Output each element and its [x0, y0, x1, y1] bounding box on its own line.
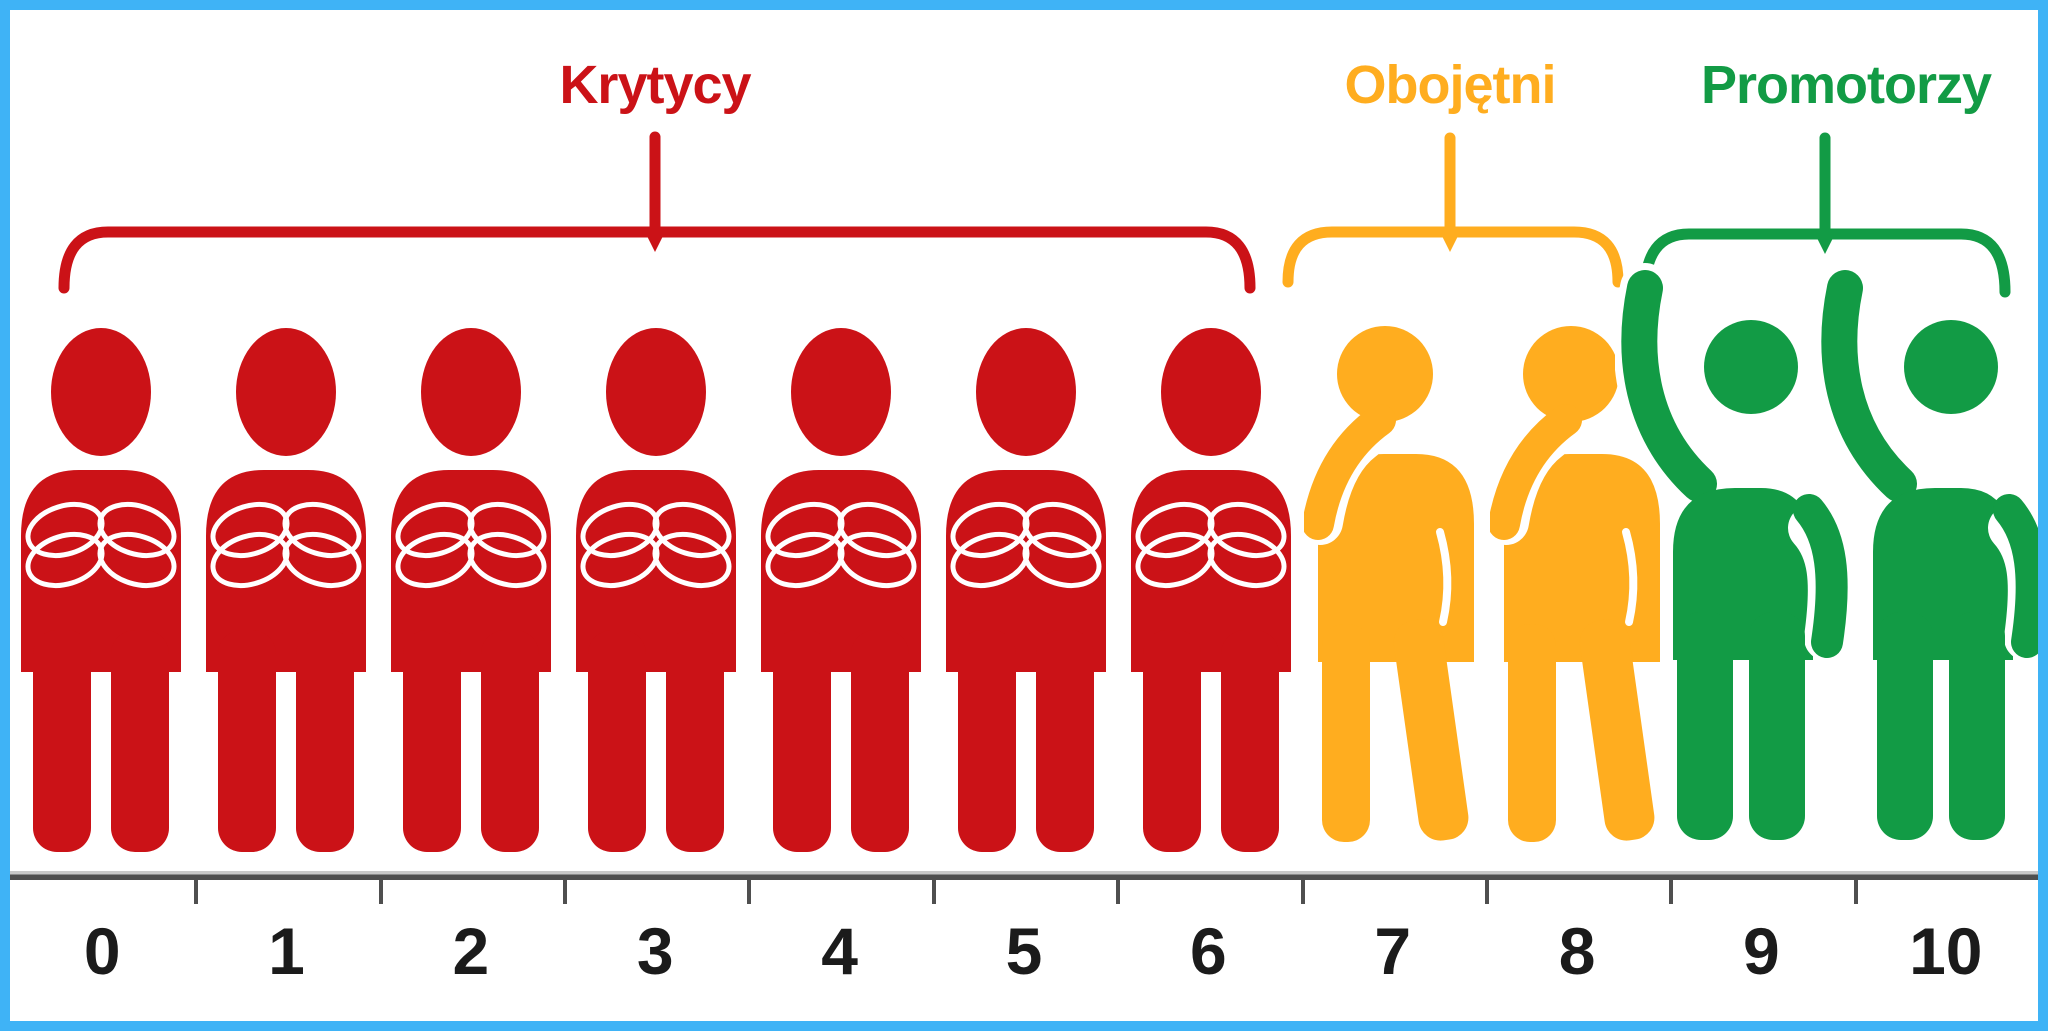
scale-number-6: 6	[1189, 914, 1227, 988]
passives-bracket	[1282, 132, 1624, 288]
axis-tick	[747, 878, 752, 904]
detractors-bracket	[58, 131, 1256, 294]
scale-number-3: 3	[636, 914, 674, 988]
axis-tick	[1300, 878, 1305, 904]
scale-number-5: 5	[1005, 914, 1043, 988]
detractor-figure-2	[200, 328, 372, 852]
scale-number-1: 1	[268, 914, 305, 988]
passive-figure-2	[1490, 326, 1672, 846]
axis-tick	[1484, 878, 1489, 904]
detractor-figure-1	[15, 328, 187, 852]
promoter-figure-2	[1815, 260, 2048, 840]
detractor-figure-6	[940, 328, 1112, 852]
scale-numbers: 0 1 2 3 4 5 6 7 8 9 10	[10, 918, 2038, 984]
axis-tick	[378, 878, 383, 904]
axis-tick	[931, 878, 936, 904]
scale-number-10: 10	[1909, 914, 1983, 988]
scale-axis-line	[10, 871, 2038, 880]
axis-tick	[1116, 878, 1121, 904]
detractor-figure-3	[385, 328, 557, 852]
promoters-bracket	[1639, 132, 2011, 298]
detractor-figure-7	[1125, 328, 1297, 852]
passives-label: Obojętni	[1344, 55, 1557, 115]
scale-number-2: 2	[452, 914, 490, 988]
scale-number-8: 8	[1558, 914, 1596, 988]
axis-tick	[1669, 878, 1674, 904]
axis-tick	[1853, 878, 1858, 904]
scale-number-4: 4	[821, 914, 858, 988]
scale-number-7: 7	[1374, 914, 1412, 988]
promoter-figure-1	[1615, 260, 1865, 840]
detractors-label: Krytycy	[559, 55, 751, 115]
detractor-figure-4	[570, 328, 742, 852]
passive-figure-1	[1304, 326, 1486, 846]
axis-tick	[563, 878, 568, 904]
axis-tick	[194, 878, 199, 904]
group-brackets	[58, 131, 2011, 298]
promoters-label: Promotorzy	[1700, 55, 1992, 115]
scale-number-9: 9	[1743, 914, 1780, 988]
scale-number-0: 0	[83, 914, 121, 988]
detractor-figure-5	[755, 328, 927, 852]
